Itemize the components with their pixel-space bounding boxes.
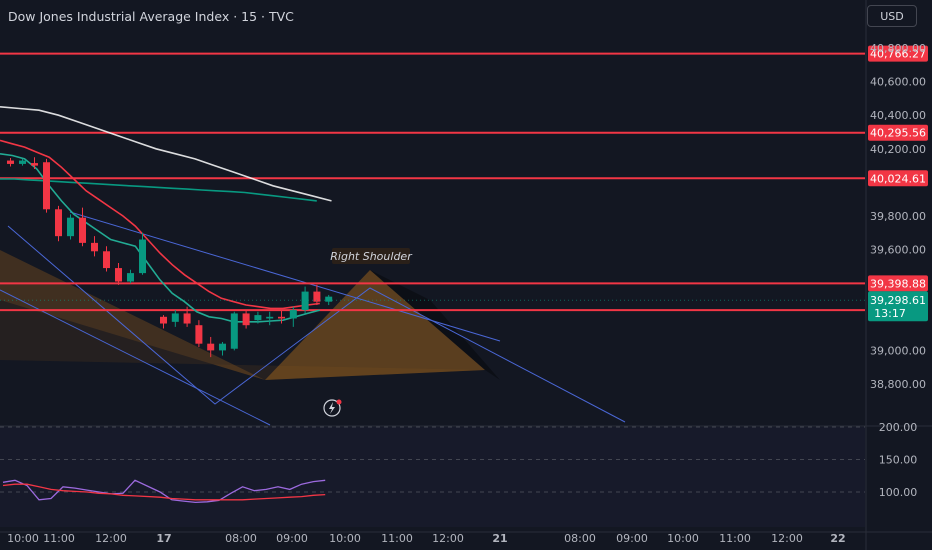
level-tag xyxy=(868,275,928,292)
chart-title: Dow Jones Industrial Average Index · 15 … xyxy=(8,9,294,24)
candle-body xyxy=(195,325,203,344)
candle-body xyxy=(230,313,238,349)
time-tick-label: 12:00 xyxy=(95,532,127,545)
level-tag xyxy=(868,45,928,62)
time-tick-label: 10:00 xyxy=(667,532,699,545)
candle-body xyxy=(91,242,98,252)
currency-button[interactable]: USD xyxy=(867,5,917,27)
price-tick-label: 38,800.00 xyxy=(870,378,926,391)
annotation-label: Right Shoulder xyxy=(330,250,413,263)
candle-body xyxy=(171,313,179,322)
price-tick-label: 40,600.00 xyxy=(870,76,926,89)
candle-body xyxy=(127,273,134,282)
candle-body xyxy=(219,343,226,351)
level-tag xyxy=(868,124,928,141)
oscillator-pane xyxy=(0,427,865,527)
candle-body xyxy=(325,296,333,302)
time-tick-label: 17 xyxy=(156,532,171,545)
price-tick-label: 40,400.00 xyxy=(870,109,926,122)
moving-average-line xyxy=(0,153,321,323)
candle-body xyxy=(254,315,262,321)
level-tag-label: 39,398.88 xyxy=(870,277,926,290)
candle-body xyxy=(242,313,250,326)
level-tag-label: 40,766.27 xyxy=(870,48,926,61)
alert-icon xyxy=(323,399,342,417)
price-tick-label: 39,600.00 xyxy=(870,244,926,257)
channel-line-outer xyxy=(0,289,271,426)
level-tag-label: 40,295.56 xyxy=(870,127,926,140)
pattern-annotation: Right Shoulder xyxy=(330,248,413,264)
candle-body xyxy=(313,291,321,302)
candle-body xyxy=(19,160,26,164)
candle-body xyxy=(183,313,191,324)
time-tick-label: 09:00 xyxy=(616,532,648,545)
moving-average-line xyxy=(0,106,332,202)
candle-body xyxy=(115,268,122,282)
alert-icon-bolt xyxy=(329,402,335,414)
time-tick-label: 08:00 xyxy=(564,532,596,545)
time-tick-label: 21 xyxy=(492,532,507,545)
candle-body xyxy=(278,316,285,319)
candle-body xyxy=(31,163,38,166)
oscillator-tick-label: 200.00 xyxy=(879,421,918,434)
price-tick-label: 40,200.00 xyxy=(870,143,926,156)
countdown-label: 13:17 xyxy=(874,307,906,320)
right-shoulder-fill xyxy=(265,270,485,380)
time-tick-label: 10:00 xyxy=(7,532,39,545)
candle-body xyxy=(207,343,215,351)
candle-body xyxy=(160,316,167,324)
candle-body xyxy=(79,217,86,243)
pattern-shadow xyxy=(370,270,500,380)
candle-body xyxy=(67,217,74,237)
last-price-tag xyxy=(868,291,928,322)
time-tick-label: 12:00 xyxy=(771,532,803,545)
oscillator-tick-label: 100.00 xyxy=(879,486,918,499)
oscillator-line xyxy=(2,479,326,504)
time-tick-label: 10:00 xyxy=(329,532,361,545)
annotation-background xyxy=(332,248,410,264)
time-tick-label: 11:00 xyxy=(381,532,413,545)
moving-average-line xyxy=(0,178,317,202)
time-tick-label: 08:00 xyxy=(225,532,257,545)
candle-body xyxy=(301,291,309,311)
level-tag-label: 40,024.61 xyxy=(870,172,926,185)
alert-icon-ring xyxy=(323,399,341,417)
candle-body xyxy=(55,209,62,237)
oscillator-tick-label: 150.00 xyxy=(879,454,918,467)
moving-average-line xyxy=(0,139,320,310)
oscillator-line xyxy=(2,483,326,501)
alert-icon-dot xyxy=(336,399,342,405)
price-tick-label: 39,000.00 xyxy=(870,344,926,357)
candle-body xyxy=(7,160,14,164)
time-tick-label: 11:00 xyxy=(43,532,75,545)
level-tag xyxy=(868,170,928,187)
time-tick-label: 11:00 xyxy=(719,532,751,545)
last-price-label: 39,298.61 xyxy=(870,294,926,307)
candle-body xyxy=(103,251,110,269)
time-tick-label: 22 xyxy=(830,532,845,545)
candle-body xyxy=(266,316,274,319)
candle-body xyxy=(139,239,146,274)
price-tick-label: 39,800.00 xyxy=(870,210,926,223)
neckline-fill xyxy=(0,300,485,380)
candle-body xyxy=(43,162,50,210)
channel-line-lower xyxy=(7,225,626,423)
candles xyxy=(7,157,333,358)
time-tick-label: 09:00 xyxy=(276,532,308,545)
time-tick-label: 12:00 xyxy=(432,532,464,545)
price-tick-label: 40,800.00 xyxy=(870,42,926,55)
candle-body xyxy=(289,310,297,319)
